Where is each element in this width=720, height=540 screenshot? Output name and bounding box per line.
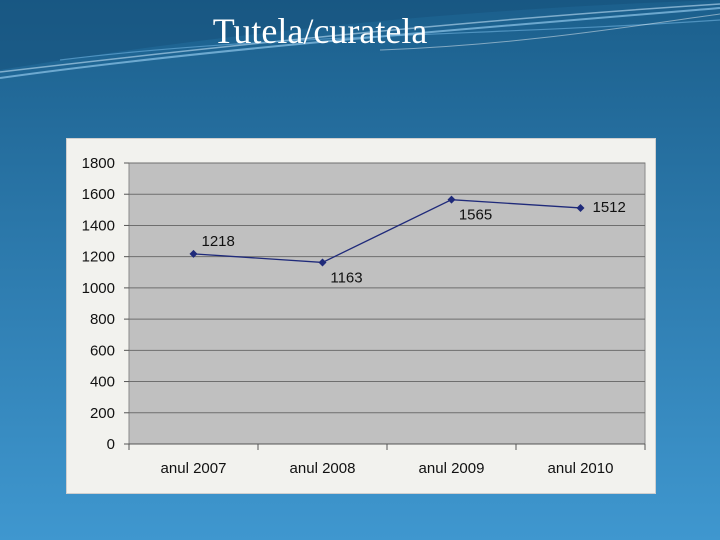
chart-frame: 0 200 400 600 800 1000 1200 1400 1600 1800 anul 20… (66, 138, 656, 494)
plot-area (128, 162, 646, 445)
header-swoosh-decoration (0, 0, 720, 79)
data-label: 1218 (202, 233, 235, 250)
data-point-marker (576, 203, 585, 212)
y-tick-label: 1600 (82, 186, 115, 203)
slide-title: Tutela/curatela (212, 11, 428, 51)
y-tick-label: 200 (90, 405, 115, 422)
line-chart: 0 200 400 600 800 1000 1200 1400 1600 1800 anul 20… (82, 155, 646, 477)
data-point-marker (189, 249, 198, 258)
x-tick-label: anul 2009 (419, 460, 485, 477)
series-line (193, 199, 581, 264)
data-label: 1163 (330, 269, 362, 286)
x-tick-label: anul 2008 (290, 460, 356, 477)
y-tick-label: 0 (107, 436, 115, 453)
y-tick-label: 1200 (82, 249, 115, 266)
y-tick-label: 800 (90, 311, 115, 328)
y-tick-label: 400 (90, 374, 115, 391)
data-point-marker (447, 195, 456, 204)
y-tick-label: 1400 (82, 217, 115, 234)
y-tick-label: 600 (90, 342, 115, 359)
y-tick-label: 1800 (82, 155, 115, 172)
y-tick-label: 1000 (82, 280, 115, 297)
data-label: 1512 (593, 199, 626, 216)
x-tick-label: anul 2007 (161, 460, 227, 477)
data-point-marker (318, 258, 327, 267)
x-tick-label: anul 2010 (548, 460, 614, 477)
data-label: 1565 (459, 207, 492, 224)
